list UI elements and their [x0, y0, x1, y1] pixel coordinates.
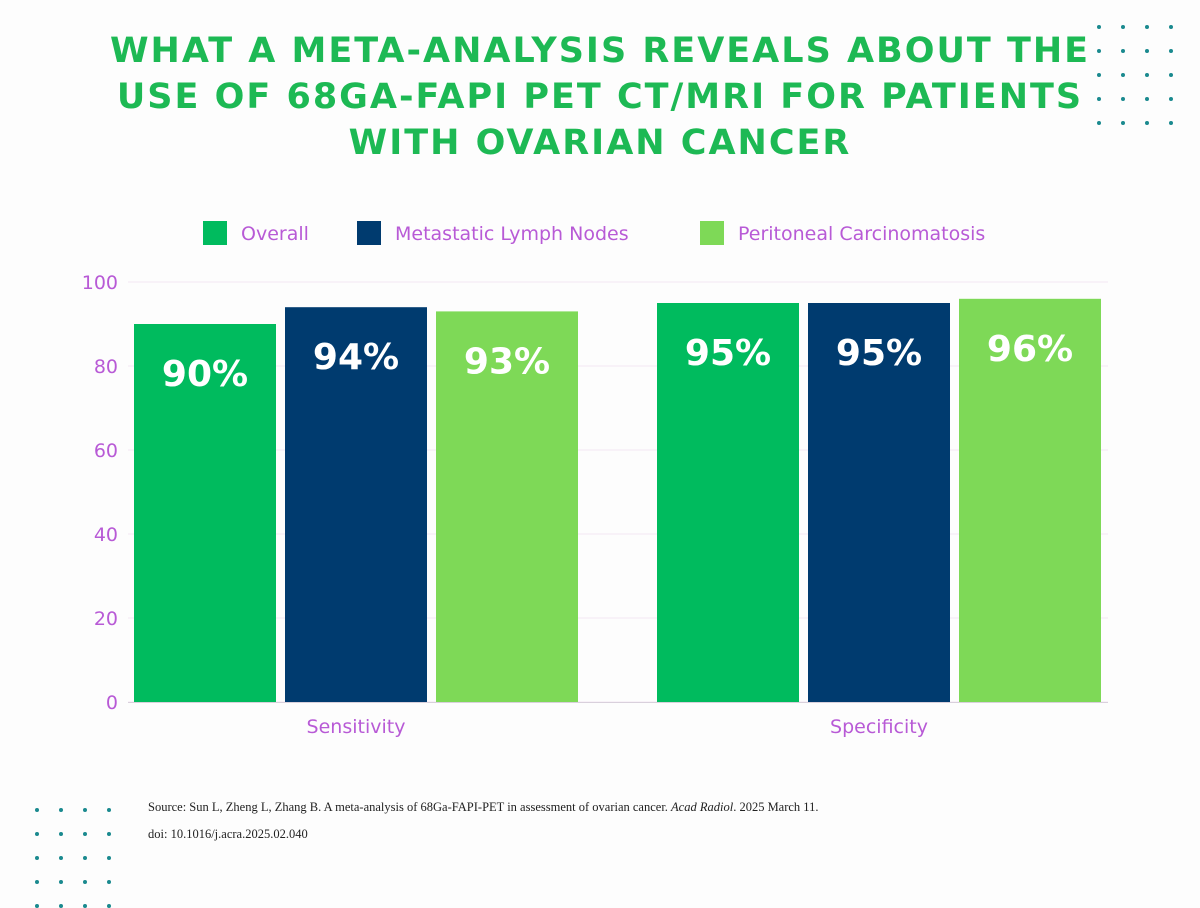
x-category-label: Specificity — [830, 716, 928, 738]
dot — [59, 880, 63, 884]
source-line-1: Source: Sun L, Zheng L, Zhang B. A meta-… — [148, 800, 819, 814]
data-label: 90% — [162, 354, 248, 395]
source-citation: Source: Sun L, Zheng L, Zhang B. A meta-… — [148, 794, 818, 848]
legend-swatch — [357, 221, 381, 245]
dot — [107, 808, 111, 812]
dot — [1097, 25, 1101, 29]
bar — [134, 324, 276, 702]
dot — [1097, 49, 1101, 53]
data-label: 95% — [836, 333, 922, 374]
data-label: 94% — [313, 337, 399, 378]
bar — [285, 307, 427, 702]
dot — [107, 880, 111, 884]
dot — [1145, 121, 1149, 125]
dot — [1145, 49, 1149, 53]
legend-swatch — [203, 221, 227, 245]
dot — [1169, 49, 1173, 53]
data-label: 96% — [987, 329, 1073, 370]
dot — [1121, 73, 1125, 77]
title-line: USE OF 68GA-FAPI PET CT/MRI FOR PATIENTS — [116, 77, 1084, 117]
title-line: WHAT A META-ANALYSIS REVEALS ABOUT THE — [109, 31, 1091, 71]
y-tick-label: 40 — [94, 524, 118, 546]
legend-label: Peritoneal Carcinomatosis — [738, 223, 985, 245]
y-tick-label: 60 — [94, 440, 118, 462]
y-tick-label: 100 — [82, 272, 118, 294]
dot — [59, 808, 63, 812]
dot — [59, 832, 63, 836]
source-doi: doi: 10.1016/j.acra.2025.02.040 — [148, 827, 308, 841]
data-label: 93% — [464, 341, 550, 382]
dot — [1097, 73, 1101, 77]
page-title: WHAT A META-ANALYSIS REVEALS ABOUT THE U… — [100, 28, 1100, 166]
dot — [83, 880, 87, 884]
dot — [83, 904, 87, 908]
dot — [35, 832, 39, 836]
bar — [808, 303, 950, 702]
dot — [83, 856, 87, 860]
y-tick-label: 80 — [94, 356, 118, 378]
y-tick-label: 20 — [94, 608, 118, 630]
data-label: 95% — [685, 333, 771, 374]
dot — [83, 808, 87, 812]
dot — [35, 880, 39, 884]
legend-swatch — [700, 221, 724, 245]
dot — [1097, 121, 1101, 125]
dot — [35, 904, 39, 908]
dot — [1121, 121, 1125, 125]
dot — [83, 832, 87, 836]
dot — [35, 808, 39, 812]
title-line: WITH OVARIAN CANCER — [348, 123, 852, 163]
dot — [1169, 97, 1173, 101]
dot — [107, 832, 111, 836]
x-category-label: Sensitivity — [307, 716, 406, 738]
dot — [35, 856, 39, 860]
dot — [1121, 97, 1125, 101]
dot — [1169, 25, 1173, 29]
bar — [436, 311, 578, 702]
dot — [1121, 25, 1125, 29]
dot — [1169, 73, 1173, 77]
dot — [1145, 25, 1149, 29]
dot — [1097, 97, 1101, 101]
dot — [107, 904, 111, 908]
dot — [107, 856, 111, 860]
bar — [657, 303, 799, 702]
dot — [1145, 73, 1149, 77]
dot — [1145, 97, 1149, 101]
legend-label: Metastatic Lymph Nodes — [395, 223, 629, 245]
dot — [1121, 49, 1125, 53]
bar — [959, 298, 1101, 702]
dot — [59, 904, 63, 908]
dot — [59, 856, 63, 860]
dot — [1169, 121, 1173, 125]
y-tick-label: 0 — [106, 692, 118, 714]
legend-label: Overall — [241, 223, 309, 245]
decorative-dots-top-right — [1097, 25, 1174, 125]
